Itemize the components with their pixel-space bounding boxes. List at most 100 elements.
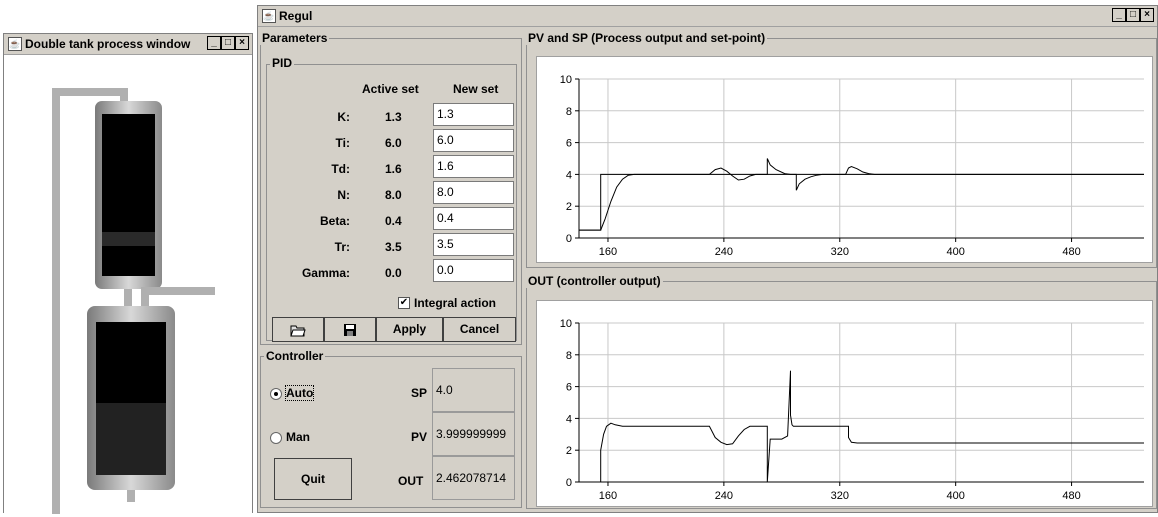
close-button[interactable]: ×	[235, 36, 249, 50]
param-active-ti: 6.0	[385, 136, 402, 150]
param-label-ti: Ti:	[335, 136, 350, 150]
y-tick-label: 6	[566, 382, 572, 394]
new-set-header: New set	[453, 82, 499, 96]
close-button[interactable]: ×	[1140, 8, 1154, 22]
param-input-ti[interactable]: 6.0	[433, 129, 514, 152]
lower-tank-water	[96, 403, 166, 475]
quit-button[interactable]: Quit	[274, 458, 352, 500]
folder-open-icon	[290, 325, 306, 337]
x-tick-label: 240	[715, 246, 733, 258]
sp-value: 4.0	[432, 368, 515, 412]
pv-label: PV	[411, 430, 428, 444]
inlet-pipe-top	[52, 88, 128, 96]
y-tick-label: 10	[560, 74, 572, 86]
tank-window-title: Double tank process window	[25, 37, 191, 51]
app-icon: ☕	[262, 9, 276, 23]
out-chart: 0 2 4 6 8 10 160 240 320 400 480	[560, 318, 1144, 502]
inlet-pipe	[52, 88, 60, 514]
sp-label: SP	[411, 386, 428, 400]
y-tick-label: 4	[566, 413, 572, 425]
regul-window: ☕ Regul _ □ × Parameters PID Active set …	[257, 5, 1158, 513]
tank-window: ☕ Double tank process window _ □ ×	[3, 33, 253, 514]
auto-radio[interactable]	[270, 388, 282, 400]
out-plot: 0 2 4 6 8 10 160 240 320 400 480	[536, 300, 1153, 507]
y-tick-label: 10	[560, 318, 572, 330]
tank-canvas	[4, 55, 252, 514]
pv-sp-group	[526, 38, 1157, 268]
integral-action-label: Integral action	[414, 296, 497, 310]
x-tick-label: 320	[831, 490, 849, 502]
param-active-tr: 3.5	[385, 240, 402, 254]
upper-tank-interior	[102, 114, 155, 276]
series-line-0	[579, 173, 1144, 231]
integral-action-checkbox[interactable]: ✔	[398, 297, 410, 309]
cancel-button[interactable]: Cancel	[443, 317, 516, 342]
x-tick-label: 320	[831, 246, 849, 258]
out-title: OUT (controller output)	[526, 274, 663, 288]
controller-title: Controller	[264, 349, 326, 363]
side-pipe-top	[141, 287, 215, 295]
param-active-beta: 0.4	[385, 214, 402, 228]
active-set-header: Active set	[362, 82, 419, 96]
x-tick-label: 480	[1062, 490, 1080, 502]
pv-sp-title: PV and SP (Process output and set-point)	[526, 31, 768, 45]
param-input-gamma[interactable]: 0.0	[433, 259, 514, 282]
param-label-k: K:	[337, 110, 350, 124]
double-tank-diagram	[52, 88, 215, 514]
x-tick-label: 400	[946, 246, 964, 258]
man-label[interactable]: Man	[286, 430, 310, 444]
app-icon: ☕	[8, 37, 22, 51]
regul-window-title: Regul	[279, 9, 313, 23]
y-tick-label: 0	[566, 233, 572, 245]
param-input-n[interactable]: 8.0	[433, 181, 514, 204]
param-label-n: N:	[337, 188, 350, 202]
out-value: 2.462078714	[432, 456, 515, 500]
x-tick-label: 480	[1062, 246, 1080, 258]
maximize-button[interactable]: □	[221, 36, 235, 50]
series-line-1	[579, 158, 1144, 231]
param-label-tr: Tr:	[334, 240, 350, 254]
tank-window-titlebar[interactable]: ☕ Double tank process window _ □ ×	[4, 34, 252, 55]
y-tick-label: 2	[566, 445, 572, 457]
auto-label[interactable]: Auto	[284, 385, 315, 401]
series-line-0	[600, 370, 1144, 483]
param-active-gamma: 0.0	[385, 266, 402, 280]
param-input-beta[interactable]: 0.4	[433, 207, 514, 230]
param-active-td: 1.6	[385, 162, 402, 176]
param-input-td[interactable]: 1.6	[433, 155, 514, 178]
x-tick-label: 400	[946, 490, 964, 502]
param-label-beta: Beta:	[319, 214, 350, 228]
man-radio[interactable]	[270, 432, 282, 444]
x-tick-label: 160	[599, 246, 617, 258]
param-label-td: Td:	[331, 162, 350, 176]
apply-button[interactable]: Apply	[376, 317, 443, 342]
y-tick-label: 6	[566, 138, 572, 150]
minimize-button[interactable]: _	[1112, 8, 1126, 22]
connecting-pipe	[124, 289, 132, 309]
parameters-title: Parameters	[260, 31, 330, 45]
param-active-n: 8.0	[385, 188, 402, 202]
side-pipe	[141, 291, 149, 311]
minimize-button[interactable]: _	[207, 36, 221, 50]
y-tick-label: 2	[566, 201, 572, 213]
regul-window-titlebar[interactable]: ☕ Regul _ □ ×	[258, 6, 1157, 27]
param-input-k[interactable]: 1.3	[433, 103, 514, 126]
y-tick-label: 8	[566, 106, 572, 118]
out-group	[526, 281, 1157, 509]
param-active-k: 1.3	[385, 110, 402, 124]
param-label-gamma: Gamma:	[301, 266, 350, 280]
y-tick-label: 0	[566, 477, 572, 489]
x-tick-label: 160	[599, 490, 617, 502]
param-input-tr[interactable]: 3.5	[433, 233, 514, 256]
upper-tank-water	[102, 232, 155, 246]
maximize-button[interactable]: □	[1126, 8, 1140, 22]
out-label: OUT	[398, 474, 424, 488]
save-button[interactable]	[324, 317, 376, 342]
inlet-pipe-drop	[120, 88, 128, 102]
pv-sp-plot: 0 2 4 6 8 10 160 240 320 400 480	[536, 56, 1153, 263]
x-tick-label: 240	[715, 490, 733, 502]
parameters-group	[260, 38, 522, 345]
pv-sp-chart: 0 2 4 6 8 10 160 240 320 400 480	[560, 74, 1144, 258]
outlet-pipe	[127, 490, 135, 502]
open-button[interactable]	[272, 317, 324, 342]
